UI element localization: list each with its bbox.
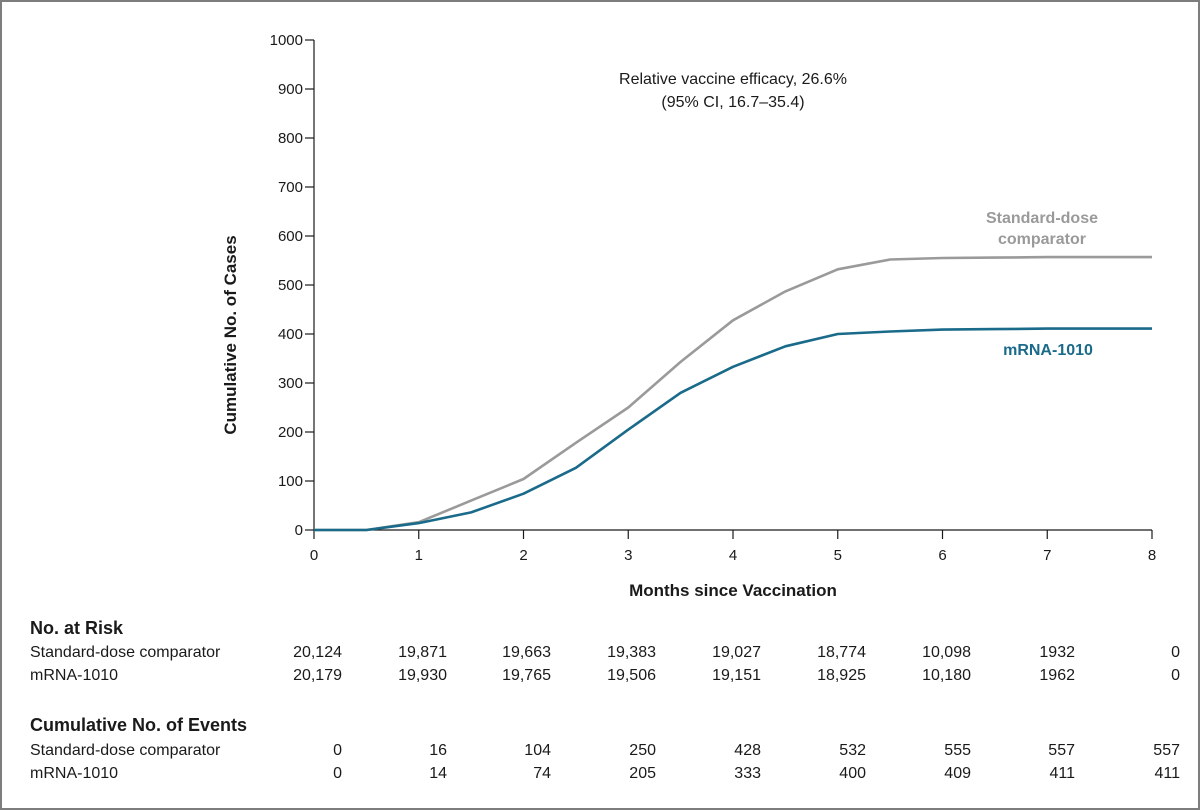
- cumulative-cases-chart: 0 100 200 300 400 500 600 700 800 900 1000 0 1 2 3 4 5 6 7…: [221, 32, 1156, 600]
- risk-table-cell: 0: [1171, 644, 1180, 661]
- events-table-cell: 411: [1049, 765, 1075, 782]
- risk-table-row-label: mRNA-1010: [30, 667, 119, 684]
- series-label-0: comparator: [998, 231, 1086, 248]
- y-tick-label: 700: [278, 179, 303, 196]
- risk-table-cell: 19,151: [712, 667, 761, 684]
- risk-table-cell: 19,765: [502, 667, 551, 684]
- events-table-cell: 74: [533, 765, 551, 782]
- events-table-cell: 205: [629, 765, 656, 782]
- events-table-cell: 428: [734, 742, 761, 759]
- risk-table-cell: 1932: [1039, 644, 1075, 661]
- x-tick-label: 6: [938, 547, 946, 564]
- risk-table-cell: 20,124: [293, 644, 342, 661]
- events-table-cell: 409: [944, 765, 971, 782]
- risk-table-cell: 1962: [1039, 667, 1075, 684]
- risk-table-cell: 20,179: [293, 667, 342, 684]
- risk-table-cell: 18,774: [817, 644, 866, 661]
- y-tick-label: 400: [278, 326, 303, 343]
- x-tick-label: 2: [519, 547, 527, 564]
- events-table-cell: 16: [429, 742, 447, 759]
- events-table-row-label: mRNA-1010: [30, 765, 119, 782]
- efficacy-annotation: Relative vaccine efficacy, 26.6%: [619, 71, 847, 88]
- series-line-1: [314, 327, 1152, 532]
- events-table-cell: 333: [734, 765, 761, 782]
- risk-table-cell: 19,871: [398, 644, 447, 661]
- y-tick-label: 1000: [270, 32, 303, 49]
- risk-table-cell: 19,663: [502, 644, 551, 661]
- x-tick-label: 5: [834, 547, 842, 564]
- y-tick-label: 300: [278, 375, 303, 392]
- x-tick-label: 1: [415, 547, 423, 564]
- events-table-cell: 400: [839, 765, 866, 782]
- risk-table-cell: 18,925: [817, 667, 866, 684]
- x-tick-label: 3: [624, 547, 632, 564]
- y-tick-label: 900: [278, 81, 303, 98]
- events-table-title: Cumulative No. of Events: [30, 715, 248, 735]
- events-table-row-label: Standard-dose comparator: [30, 742, 221, 759]
- y-tick-label: 100: [278, 473, 303, 490]
- y-tick-label: 500: [278, 277, 303, 294]
- series-line-0: [314, 255, 1152, 532]
- events-table-cell: 557: [1153, 742, 1180, 759]
- events-table-cell: 555: [944, 742, 971, 759]
- y-tick-label: 600: [278, 228, 303, 245]
- x-tick-label: 0: [310, 547, 318, 564]
- series-label-0: Standard-dose: [986, 210, 1098, 227]
- y-tick-label: 200: [278, 424, 303, 441]
- risk-table-cell: 19,027: [712, 644, 761, 661]
- events-table-cell: 14: [429, 765, 447, 782]
- risk-table-cell: 10,098: [922, 644, 971, 661]
- x-tick-label: 4: [729, 547, 737, 564]
- events-table-cell: 250: [629, 742, 656, 759]
- y-tick-label: 800: [278, 130, 303, 147]
- events-table-cell: 0: [333, 742, 342, 759]
- efficacy-annotation: (95% CI, 16.7–35.4): [661, 94, 804, 111]
- risk-table-cell: 19,383: [607, 644, 656, 661]
- x-tick-label: 8: [1148, 547, 1156, 564]
- events-table-cell: 557: [1048, 742, 1075, 759]
- risk-table-cell: 19,930: [398, 667, 447, 684]
- events-table-cell: 104: [524, 742, 551, 759]
- y-tick-label: 0: [295, 522, 303, 539]
- series-label-1: mRNA-1010: [1003, 342, 1093, 359]
- risk-table-cell: 19,506: [607, 667, 656, 684]
- events-table-cell: 0: [333, 765, 342, 782]
- risk-table-cell: 10,180: [922, 667, 971, 684]
- risk-table-cell: 0: [1171, 667, 1180, 684]
- events-table-cell: 532: [839, 742, 866, 759]
- risk-table-title: No. at Risk: [30, 618, 124, 638]
- y-axis-title: Cumulative No. of Cases: [221, 235, 240, 434]
- x-axis-title: Months since Vaccination: [629, 581, 837, 600]
- x-tick-label: 7: [1043, 547, 1051, 564]
- risk-table-row-label: Standard-dose comparator: [30, 644, 221, 661]
- events-table-cell: 411: [1154, 765, 1180, 782]
